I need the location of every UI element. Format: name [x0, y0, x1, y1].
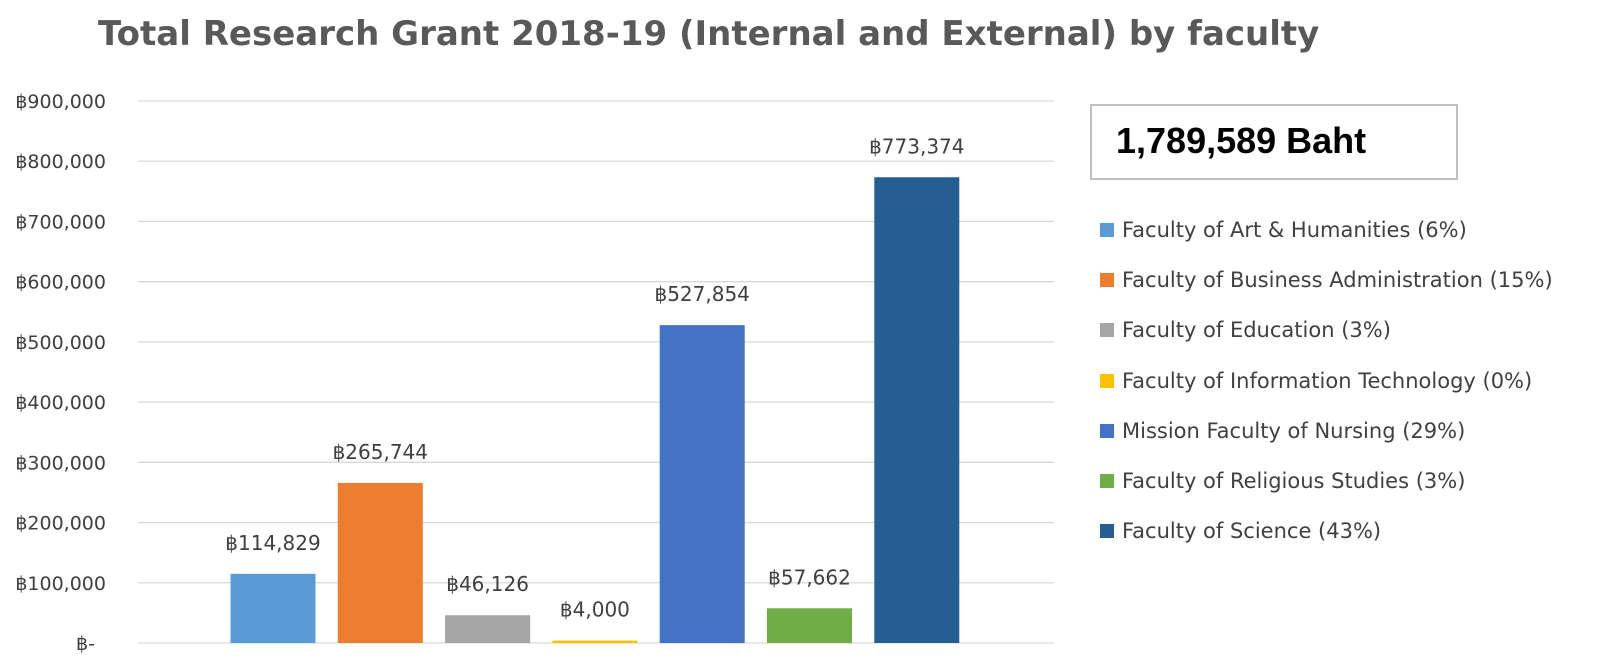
- data-label: ฿265,744: [333, 440, 428, 464]
- legend-item: Faculty of Religious Studies (3%): [1100, 456, 1553, 506]
- legend: Faculty of Art & Humanities (6%) Faculty …: [1100, 205, 1553, 556]
- data-label: ฿114,829: [225, 531, 320, 555]
- legend-swatch: [1100, 223, 1114, 238]
- total-box: 1,789,589 Baht: [1090, 104, 1458, 180]
- legend-label: Faculty of Education (3%): [1122, 318, 1391, 343]
- legend-swatch: [1100, 474, 1114, 489]
- bar: [552, 640, 638, 643]
- y-tick-label: ฿200,000: [15, 513, 106, 535]
- legend-item: Faculty of Education (3%): [1100, 305, 1553, 355]
- bar: [445, 615, 531, 643]
- data-label: ฿527,854: [654, 282, 749, 306]
- legend-swatch: [1100, 524, 1114, 539]
- bar: [337, 482, 423, 643]
- total-label: 1,789,589 Baht: [1116, 120, 1367, 161]
- legend-label: Faculty of Art & Humanities (6%): [1122, 218, 1467, 243]
- y-tick-label: ฿100,000: [15, 573, 106, 595]
- legend-label: Faculty of Business Administration (15%): [1122, 268, 1553, 293]
- data-label: ฿46,126: [446, 572, 529, 596]
- legend-label: Faculty of Information Technology (0%): [1122, 368, 1533, 393]
- y-tick-label: ฿300,000: [15, 452, 106, 474]
- data-label: ฿773,374: [869, 134, 964, 158]
- legend-label: Faculty of Religious Studies (3%): [1122, 469, 1466, 494]
- legend-item: Faculty of Science (43%): [1100, 506, 1553, 556]
- legend-label: Mission Faculty of Nursing (29%): [1122, 418, 1466, 443]
- legend-item: Faculty of Information Technology (0%): [1100, 356, 1553, 406]
- bars: [230, 177, 960, 643]
- legend-item: Mission Faculty of Nursing (29%): [1100, 406, 1553, 456]
- bar: [767, 608, 852, 643]
- chart-title: Total Research Grant 2018-19 (Internal a…: [98, 14, 1320, 54]
- y-tick-label: ฿800,000: [15, 151, 106, 173]
- legend-swatch: [1100, 423, 1114, 438]
- legend-swatch: [1100, 373, 1114, 388]
- data-label: ฿57,662: [768, 565, 851, 589]
- bar: [230, 573, 316, 643]
- legend-swatch: [1100, 273, 1114, 288]
- y-tick-label: ฿400,000: [15, 392, 106, 414]
- y-tick-label: ฿-: [76, 633, 95, 655]
- bar: [659, 325, 745, 643]
- y-tick-label: ฿600,000: [15, 272, 106, 294]
- y-axis-ticks: ฿- ฿100,000 ฿200,000 ฿300,000 ฿400,000 ฿500,0…: [15, 91, 106, 655]
- legend-label: Faculty of Science (43%): [1122, 519, 1382, 544]
- data-label: ฿4,000: [560, 598, 630, 622]
- data-labels: ฿114,829 ฿265,744 ฿46,126 ฿4,000 ฿527,854 ฿57…: [225, 134, 964, 621]
- bar: [874, 177, 960, 643]
- legend-item: Faculty of Art & Humanities (6%): [1100, 205, 1553, 255]
- y-tick-label: ฿700,000: [15, 211, 106, 233]
- y-tick-label: ฿900,000: [15, 91, 106, 113]
- y-tick-label: ฿500,000: [15, 332, 106, 354]
- legend-swatch: [1100, 323, 1114, 338]
- legend-item: Faculty of Business Administration (15%): [1100, 255, 1553, 305]
- bar-chart: ฿- ฿100,000 ฿200,000 ฿300,000 ฿400,000 ฿500,0…: [15, 91, 1054, 655]
